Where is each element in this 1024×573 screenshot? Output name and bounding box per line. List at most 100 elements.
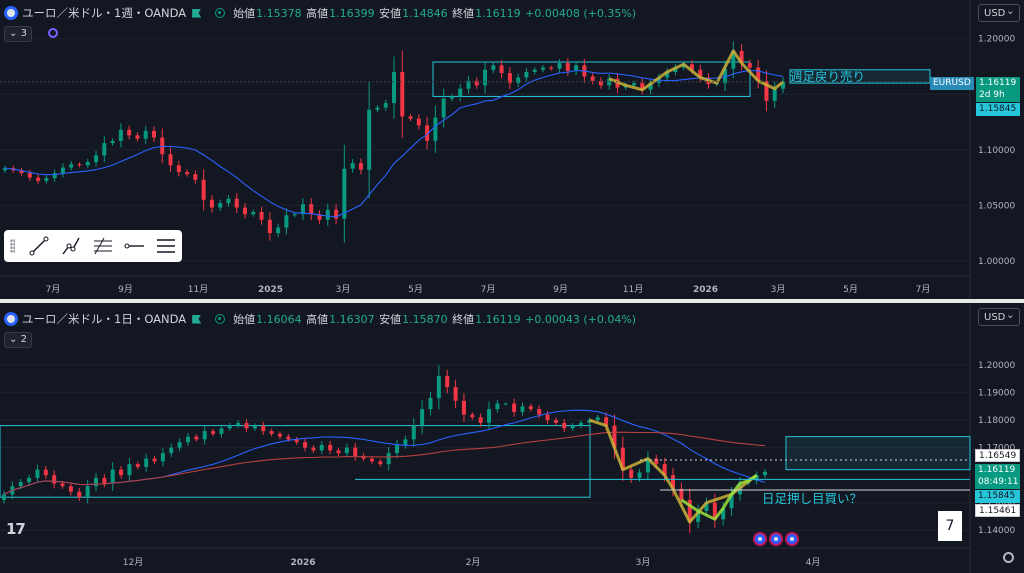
x-tick-label: 2025 <box>258 285 283 295</box>
symbol-title[interactable]: ユーロ／米ドル・1週・OANDA <box>22 6 187 20</box>
candle-body <box>350 163 355 169</box>
loop-icon[interactable] <box>48 28 58 38</box>
candle-body <box>503 403 508 405</box>
candle-body <box>763 471 767 476</box>
pane-divider[interactable] <box>0 299 1024 303</box>
change-value: +0.00408 (+0.35%) <box>525 7 637 20</box>
candle-body <box>689 64 694 70</box>
horizontal-ray-icon[interactable] <box>119 234 151 258</box>
trend-line-icon[interactable] <box>23 234 55 258</box>
weekly-annotation[interactable]: 週足戻り売り <box>790 69 866 84</box>
candle-body <box>756 67 761 81</box>
candle-body <box>491 65 496 70</box>
candle-body <box>309 204 314 215</box>
change-value: +0.00043 (+0.04%) <box>525 313 637 326</box>
candle-body <box>570 425 575 429</box>
candle-body <box>540 67 545 70</box>
market-status-icon <box>215 314 226 324</box>
candle-body <box>52 173 57 179</box>
high-value: 1.16307 <box>329 313 375 326</box>
candle-body <box>562 422 567 429</box>
flag-icon[interactable] <box>192 314 202 324</box>
currency-select[interactable]: USD <box>978 306 1020 326</box>
daily-chart-pane[interactable]: 1.20000 1.19000 1.18000 1.17000 1.15000 1.140… <box>0 304 1024 573</box>
y-tick-label: 1.20000 <box>978 35 1015 45</box>
candle-body <box>102 477 107 484</box>
path-icon[interactable] <box>55 234 87 258</box>
gear-icon[interactable] <box>1003 552 1014 563</box>
y-tick-label: 1.05000 <box>978 201 1015 211</box>
y-tick-label: 1.10000 <box>978 146 1015 156</box>
candle-body <box>532 69 537 72</box>
candle-body <box>378 461 383 465</box>
candle-body <box>428 398 433 410</box>
drawn-rectangle <box>789 69 931 84</box>
candle-body <box>662 464 667 476</box>
fib-icon[interactable] <box>87 234 119 258</box>
drawn-rectangle <box>785 436 971 471</box>
y-tick-label: 1.17000 <box>978 444 1015 454</box>
parallel-lines-icon[interactable] <box>150 234 182 258</box>
indicator-collapse-button[interactable]: ⌄ 2 <box>4 332 32 348</box>
drag-handle-icon[interactable] <box>10 239 16 253</box>
candle-body <box>169 447 174 454</box>
y-tick-label: 1.19000 <box>978 389 1015 399</box>
high-label: 高値 <box>306 7 329 20</box>
event-icon[interactable] <box>769 532 783 546</box>
x-tick-label: 5月 <box>408 284 423 295</box>
tradingview-logo[interactable]: 17 <box>6 520 26 538</box>
candle-body <box>416 118 421 126</box>
indicator-collapse-button[interactable]: ⌄ 3 <box>4 26 32 42</box>
candle-body <box>152 458 157 462</box>
candle-body <box>336 450 341 454</box>
daily-legend: ユーロ／米ドル・1日・OANDA 始値1.16064 高値1.16307 安値1… <box>4 311 637 327</box>
candle-body <box>269 431 274 434</box>
symbol-title[interactable]: ユーロ／米ドル・1日・OANDA <box>22 312 187 326</box>
candle-body <box>144 458 149 467</box>
candle-body <box>185 436 190 443</box>
candle-body <box>244 422 249 429</box>
currency-select[interactable]: USD <box>978 2 1020 22</box>
level-price-tag: 1.16549 <box>975 449 1020 462</box>
close-label: 終値 <box>452 313 475 326</box>
candle-body <box>403 439 408 445</box>
y-tick-label: 1.20000 <box>978 361 1015 371</box>
candle-body <box>574 65 579 71</box>
weekly-chart-pane[interactable]: 1.200001.150001.100001.050001.000007月9月1… <box>0 0 1024 300</box>
candle-body <box>629 469 634 478</box>
candle-body <box>470 414 475 418</box>
candle-body <box>747 63 752 68</box>
daily-chart-canvas[interactable]: 1.20000 1.19000 1.18000 1.17000 1.15000 1.140… <box>0 304 1024 573</box>
event-icon[interactable] <box>785 532 799 546</box>
daily-annotation[interactable]: 日足押し目買い？ <box>762 491 863 506</box>
candle-body <box>43 469 48 476</box>
candle-body <box>383 103 388 108</box>
y-tick-label: 1.15000 <box>978 499 1015 509</box>
x-tick-label: 3月 <box>636 557 651 568</box>
candle-body <box>251 212 256 215</box>
x-tick-label: 2026 <box>290 558 315 568</box>
candle-body <box>18 482 23 487</box>
candle-body <box>461 400 466 415</box>
candle-body <box>436 376 441 399</box>
candle-body <box>193 174 198 180</box>
candle-body <box>77 164 82 166</box>
candle-body <box>68 486 73 492</box>
candle-body <box>35 469 40 478</box>
market-status-icon <box>215 8 226 18</box>
economic-events[interactable] <box>753 532 801 546</box>
low-label: 安値 <box>379 313 402 326</box>
candle-body <box>218 203 223 208</box>
candle-body <box>201 179 206 200</box>
candle-body <box>110 469 115 484</box>
open-label: 始値 <box>233 7 256 20</box>
close-value: 1.16119 <box>475 7 521 20</box>
candle-body <box>202 431 207 440</box>
flag-icon[interactable] <box>192 8 202 18</box>
candle-body <box>85 486 90 498</box>
candle-body <box>127 129 132 136</box>
drawing-toolbar[interactable] <box>4 230 182 262</box>
candle-body <box>549 67 554 69</box>
drawn-rectangle <box>432 61 751 97</box>
event-icon[interactable] <box>753 532 767 546</box>
